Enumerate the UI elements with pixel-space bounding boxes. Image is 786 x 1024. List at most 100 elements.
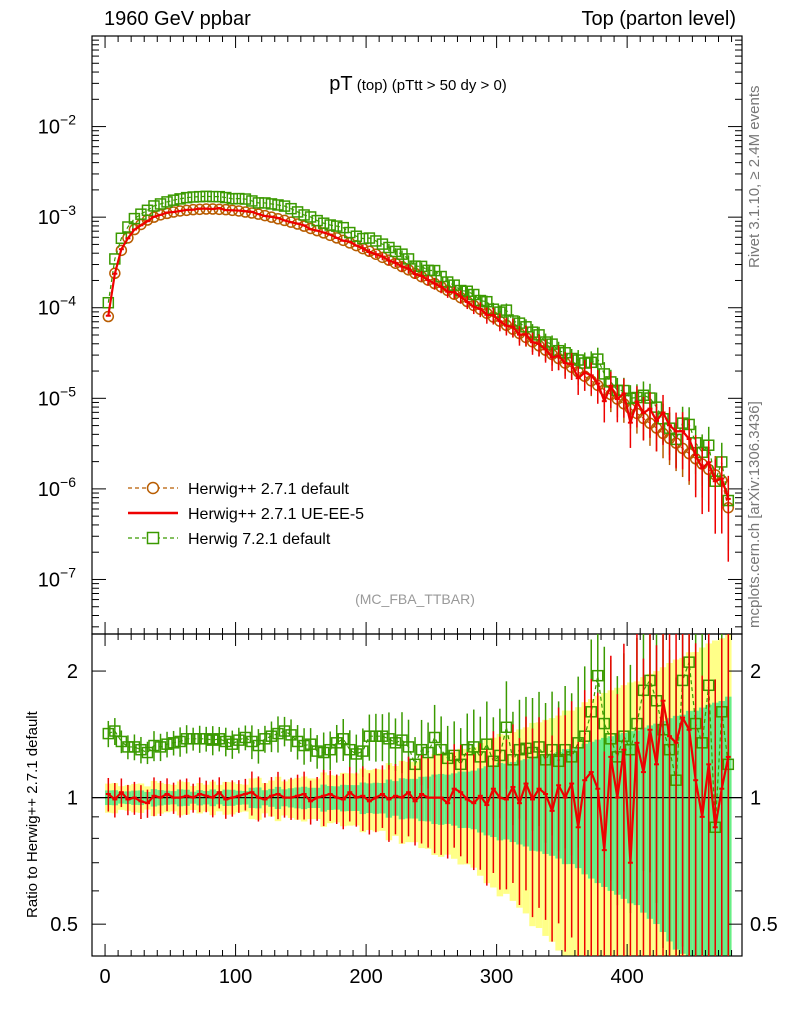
ratio-point [337,733,350,745]
y-tick-label: 10−3 [38,202,76,229]
data-point [376,251,389,264]
ratio-point [141,746,154,759]
ratio-point [233,734,245,746]
data-point [239,193,252,205]
legend-marker-circle [146,481,160,495]
data-point [115,244,128,257]
ratio-y-tick-label-right: 2 [750,661,761,683]
data-point [246,195,258,207]
ratio-point [500,721,513,734]
data-point [148,211,160,223]
data-point [154,209,167,221]
ratio-point [278,725,291,737]
ratio-point [422,746,434,759]
data-point [592,353,604,365]
analysis-watermark: (MC_FBA_TTBAR) [355,591,475,607]
data-point [572,354,584,366]
ratio-y-tick-label-right: 1 [750,788,761,810]
legend: Herwig++ 2.7.1 default Herwig++ 2.7.1 UE-… [128,481,364,548]
ratio-point [180,733,193,745]
ratio-point [200,733,212,745]
ratio-point [193,733,206,745]
ratio-point [311,745,323,757]
data-point [389,257,402,269]
data-point [213,190,226,203]
ratio-point [265,730,278,742]
ratio-point [481,738,493,750]
data-point [167,194,180,206]
ratio-point [206,734,219,746]
data-point [337,234,350,247]
ratio-y-ticks [92,670,742,925]
data-point [330,232,343,244]
ratio-point [317,746,330,759]
data-point [278,200,291,212]
header-left: 1960 GeV ppbar [104,8,251,30]
ratio-point [592,669,604,682]
data-point [180,191,193,204]
series-line [107,207,730,500]
data-point [226,193,239,205]
mcplots-label: mcplots.cern.ch [arXiv:1306.3436] [746,401,763,628]
data-point [252,197,265,209]
data-point [174,193,186,205]
data-point [200,190,212,203]
ratio-y-tick-label-left: 2 [67,661,78,683]
series-line [107,208,729,508]
ratio-point [148,739,160,752]
ratio-point [285,729,297,741]
data-point [291,206,304,218]
data-point [481,295,493,308]
ratio-y-axis-label: Ratio to Herwig++ 2.7.1 default [24,711,41,918]
main-y-ticks [92,35,742,628]
y-tick-label: 10−2 [38,112,76,139]
main-plot-title: pT (top) (pTtt > 50 dy > 0) [329,73,507,95]
data-point [122,232,134,244]
ratio-point [128,741,141,753]
legend-marker-square [146,531,160,545]
ratio-point [109,725,121,737]
data-point [311,214,323,227]
ratio-point [383,733,395,745]
x-tick-label: 300 [480,966,513,988]
x-tick-label: 200 [349,966,382,988]
data-point [363,245,376,258]
x-tick-label: 0 [99,966,110,988]
ratio-point [428,731,441,744]
data-point [304,222,317,235]
ratio-y-tick-label-left: 0.5 [50,914,78,936]
ratio-point [167,737,180,749]
ratio-point [161,738,173,750]
ratio-point [350,748,363,760]
data-point [154,198,167,210]
header-right: Top (parton level) [581,8,736,30]
ratio-point [304,738,317,750]
ratio-point [298,739,310,752]
data-point [102,296,115,309]
x-tick-label: 100 [219,966,252,988]
data-point [370,248,382,260]
ratio-point [396,734,408,746]
ratio-point [246,735,258,748]
ratio-point [357,745,369,757]
ratio-point [259,733,271,745]
data-point [330,220,343,232]
legend-entry: Herwig++ 2.7.1 default [188,481,350,498]
ratio-point [598,717,611,730]
ratio-point [272,727,284,740]
rivet-label: Rivet 3.1.10, ≥ 2.4M events [746,85,763,269]
ratio-point [187,733,199,745]
data-point [272,199,284,211]
ratio-point [330,737,343,749]
y-tick-label: 10−7 [38,564,76,591]
data-point [122,221,134,233]
ratio-line [108,661,729,828]
data-point [278,214,291,227]
data-point [265,198,278,210]
data-point [350,230,363,242]
ratio-point [252,739,265,752]
ratio-point [135,743,147,756]
ratio-point [363,730,376,742]
ratio-y-tick-label-right: 0.5 [750,914,778,936]
